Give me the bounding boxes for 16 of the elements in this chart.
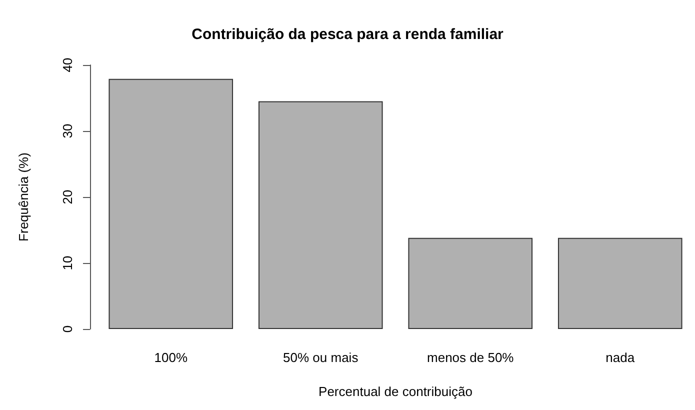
- x-tick-label: 100%: [154, 350, 188, 365]
- y-tick-label: 20: [60, 190, 75, 204]
- x-tick-label: 50% ou mais: [283, 350, 359, 365]
- y-tick-label: 40: [60, 58, 75, 72]
- bar: [108, 78, 234, 329]
- y-tick-label: 30: [60, 124, 75, 138]
- bar: [558, 238, 682, 329]
- x-axis-title: Percentual de contribuição: [318, 384, 472, 399]
- bar: [408, 238, 533, 329]
- chart-title: Contribuição da pesca para a renda familiar: [192, 26, 504, 43]
- x-tick-label: menos de 50%: [427, 350, 514, 365]
- y-axis-title: Frequência (%): [16, 152, 31, 242]
- y-tick-label: 0: [60, 325, 75, 333]
- y-tick-label: 10: [60, 256, 75, 270]
- bar: [258, 101, 383, 329]
- x-tick-label: nada: [606, 350, 636, 365]
